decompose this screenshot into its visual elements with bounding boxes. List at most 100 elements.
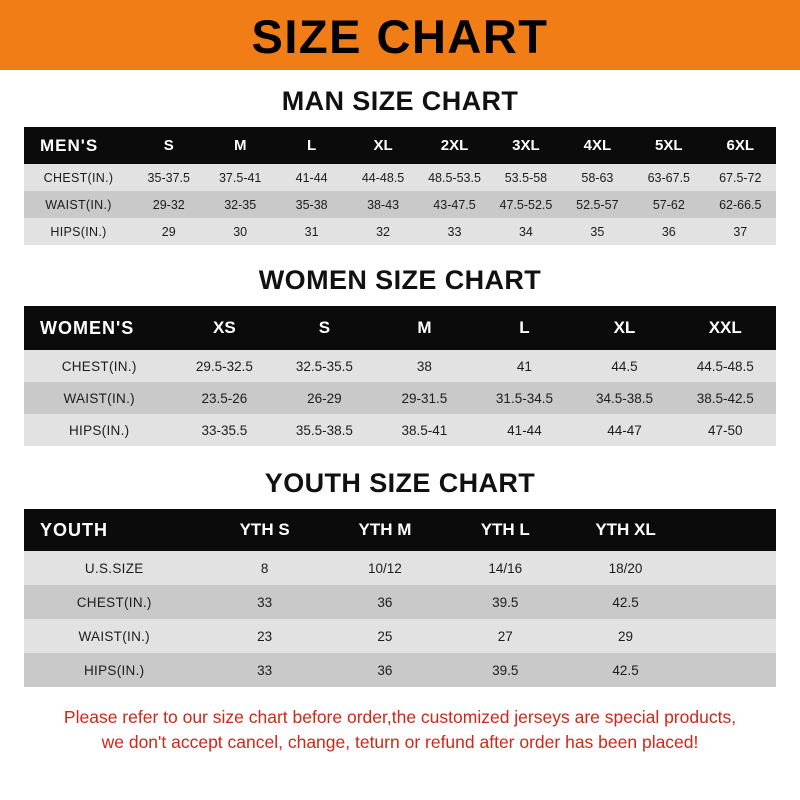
table-cell: 41-44 [295,170,328,185]
youth-size-table-wrap: YOUTH YTH S YTH M YTH L YTH XL U.S.SIZE … [24,509,776,687]
table-cell: 37.5-41 [218,170,262,185]
row-label: HIPS(IN.) [50,224,107,239]
column-header: 4XL [583,137,612,154]
column-header: M [233,137,247,154]
table-row: WAIST(IN.) 23.5-26 26-29 29-31.5 31.5-34… [24,382,776,414]
table-row: CHEST(IN.) 35-37.5 37.5-41 41-44 44-48.5… [24,164,776,191]
page-title: SIZE CHART [251,9,549,63]
table-cell: 31.5-34.5 [495,390,553,406]
column-header: XXL [708,318,742,337]
table-row: CHEST(IN.) 29.5-32.5 32.5-35.5 38 41 44.… [24,350,776,382]
table-cell: 29.5-32.5 [195,358,253,374]
table-cell: 62-66.5 [719,197,762,212]
table-cell: 43-47.5 [433,197,476,212]
table-cell: 38-43 [367,197,400,212]
column-header: YOUTH [40,519,108,540]
table-cell: 38.5-42.5 [696,390,754,406]
women-size-table: WOMEN'S XS S M L XL XXL CHEST(IN.) 29.5-… [24,306,776,446]
column-header: S [318,318,331,337]
table-cell: 41-44 [507,422,542,438]
column-header: XL [373,137,393,154]
row-label: HIPS(IN.) [68,422,130,438]
table-cell: 29-32 [152,197,185,212]
column-header: YTH M [358,520,412,539]
table-cell: 38.5-41 [401,422,448,438]
row-label: WAIST(IN.) [45,197,112,212]
man-size-table-wrap: MEN'S S M L XL 2XL 3XL 4XL 5XL 6XL CHEST… [24,127,776,245]
column-header: MEN'S [40,135,99,155]
table-cell: 44.5-48.5 [696,358,754,374]
table-cell: 36 [377,662,393,678]
footer-note: Please refer to our size chart before or… [22,705,778,756]
table-cell: 34.5-38.5 [595,390,653,406]
man-size-table: MEN'S S M L XL 2XL 3XL 4XL 5XL 6XL CHEST… [24,127,776,245]
table-cell: 26-29 [307,390,342,406]
column-header: L [519,318,530,337]
row-label: CHEST(IN.) [76,594,152,610]
table-cell: 35.5-38.5 [295,422,353,438]
youth-size-table: YOUTH YTH S YTH M YTH L YTH XL U.S.SIZE … [24,509,776,687]
table-cell-spacer [686,551,776,585]
column-header: S [163,137,174,154]
table-cell: 53.5-58 [504,170,548,185]
table-cell: 63-67.5 [647,170,691,185]
table-row: WOMEN'S XS S M L XL XXL [24,306,776,350]
table-cell: 58-63 [581,170,614,185]
table-cell: 38 [416,358,432,374]
table-cell: 29 [618,628,634,644]
table-cell: 29 [161,224,176,239]
table-cell: 23 [257,628,273,644]
table-cell: 27 [497,628,513,644]
table-cell: 67.5-72 [719,170,762,185]
table-cell: 14/16 [488,560,523,576]
column-header: YTH S [239,520,290,539]
table-cell: 36 [377,594,393,610]
table-cell: 29-31.5 [401,390,448,406]
table-cell: 48.5-53.5 [428,170,481,185]
table-cell: 32-35 [224,197,257,212]
table-cell: 39.5 [492,662,519,678]
table-cell-spacer [686,653,776,687]
table-cell: 44-47 [607,422,642,438]
column-header: XS [213,318,236,337]
table-cell: 36 [661,224,676,239]
table-row: WAIST(IN.) 23 25 27 29 [24,619,776,653]
column-header: 3XL [512,137,540,154]
column-header: YTH L [480,520,530,539]
table-cell: 35-37.5 [147,170,190,185]
column-header: 5XL [655,137,683,154]
footer-note-line-1: Please refer to our size chart before or… [63,707,737,727]
table-cell: 47.5-52.5 [499,197,553,212]
table-cell: 25 [377,628,393,644]
table-cell: 52.5-57 [576,197,619,212]
row-label: U.S.SIZE [84,560,144,576]
table-row: HIPS(IN.) 33-35.5 35.5-38.5 38.5-41 41-4… [24,414,776,446]
table-cell-spacer [686,619,776,653]
row-label: HIPS(IN.) [84,662,145,678]
row-label: CHEST(IN.) [61,358,137,374]
table-row: YOUTH YTH S YTH M YTH L YTH XL [24,509,776,551]
table-cell: 32.5-35.5 [295,358,353,374]
row-label: CHEST(IN.) [43,170,114,185]
row-label: WAIST(IN.) [78,628,150,644]
man-section-title: MAN SIZE CHART [281,86,519,116]
youth-section-title: YOUTH SIZE CHART [264,468,536,498]
table-cell: 10/12 [368,560,402,576]
column-header: M [417,318,432,337]
women-section-title: WOMEN SIZE CHART [258,265,542,295]
table-row: CHEST(IN.) 33 36 39.5 42.5 [24,585,776,619]
table-cell: 41 [516,358,532,374]
table-cell: 39.5 [492,594,519,610]
table-cell: 8 [260,560,269,576]
table-cell: 33 [447,224,462,239]
table-cell: 42.5 [612,594,639,610]
table-row: U.S.SIZE 8 10/12 14/16 18/20 [24,551,776,585]
footer-note-line-2: we don't accept cancel, change, teturn o… [101,732,699,753]
table-cell-spacer [686,585,776,619]
row-label: WAIST(IN.) [63,390,135,406]
table-cell: 18/20 [608,560,643,576]
column-header: WOMEN'S [40,317,135,338]
column-header: L [307,137,317,154]
table-cell: 31 [304,224,319,239]
